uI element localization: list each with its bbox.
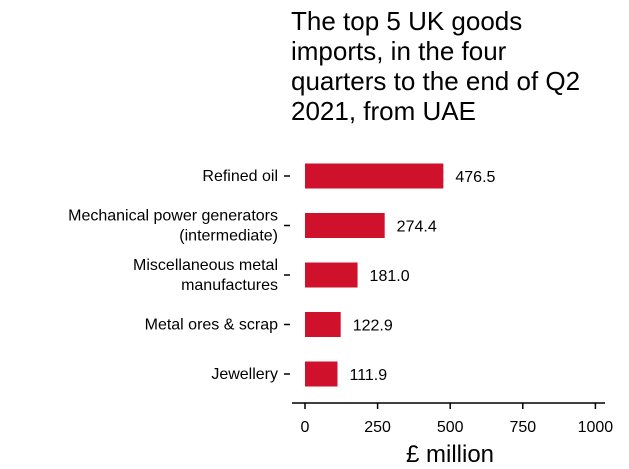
x-tick-label-2: 500 [437,419,464,436]
chart-title: The top 5 UK goods imports, in the four … [291,6,581,126]
bar-4 [305,361,338,387]
x-tick-label-3: 750 [509,419,536,436]
category-label-0: Refined oil [202,168,278,185]
bar-3 [305,312,341,337]
category-label-2: Miscellaneous metal manufactures [133,257,278,294]
value-label-0: 476.5 [455,169,495,186]
x-tick-label-0: 0 [301,419,310,436]
category-label-1: Mechanical power generators (intermediate… [68,208,278,245]
category-label-4: Jewellery [211,366,278,383]
value-label-3: 122.9 [353,318,393,335]
bar-0 [305,163,444,189]
x-tick-label-4: 1000 [578,419,614,436]
x-tick-label-1: 250 [364,419,391,436]
value-label-4: 111.9 [349,367,387,384]
bar-2 [305,262,358,288]
x-axis-title: £ million [406,441,494,468]
value-label-2: 181.0 [370,268,410,285]
category-label-3: Metal ores & scrap [145,317,278,334]
value-label-1: 274.4 [397,219,437,236]
bar-1 [305,213,385,238]
